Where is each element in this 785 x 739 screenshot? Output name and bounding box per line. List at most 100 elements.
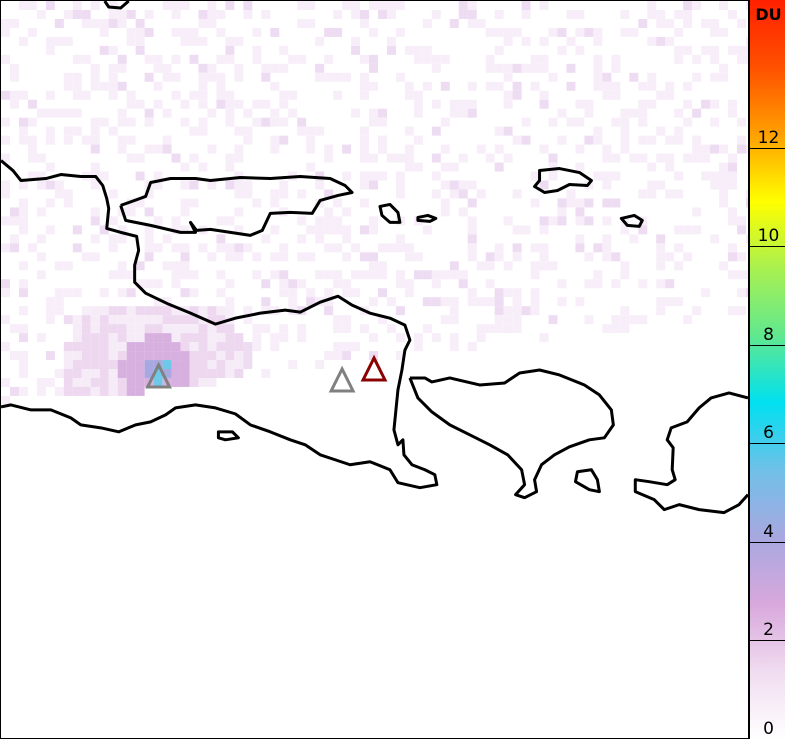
so2-pixel <box>117 377 127 387</box>
so2-pixel <box>306 18 316 28</box>
so2-pixel <box>225 99 235 109</box>
so2-pixel <box>324 216 334 226</box>
so2-pixel <box>377 270 387 280</box>
so2-pixel <box>674 225 684 235</box>
so2-pixel <box>656 9 666 19</box>
so2-pixel <box>126 351 136 361</box>
so2-pixel <box>261 63 271 73</box>
so2-pixel <box>207 1 217 10</box>
so2-pixel <box>665 18 675 28</box>
so2-pixel <box>324 306 334 316</box>
so2-pixel <box>431 333 441 343</box>
so2-pixel <box>306 288 316 298</box>
so2-pixel <box>656 234 666 244</box>
coastline-islet-1 <box>216 430 240 442</box>
so2-pixel <box>728 45 738 55</box>
so2-pixel <box>458 9 468 19</box>
so2-pixel <box>683 315 693 325</box>
so2-pixel <box>351 288 361 298</box>
so2-pixel <box>189 126 199 136</box>
so2-pixel <box>18 117 28 127</box>
so2-pixel <box>494 45 504 55</box>
so2-pixel <box>117 117 127 127</box>
so2-pixel <box>297 117 307 127</box>
so2-pixel <box>45 108 55 118</box>
so2-pixel <box>333 270 343 280</box>
so2-pixel <box>674 45 684 55</box>
so2-pixel <box>539 144 549 154</box>
so2-pixel <box>458 1 468 10</box>
so2-pixel <box>683 45 693 55</box>
so2-pixel <box>153 81 163 91</box>
so2-pixel <box>135 333 145 343</box>
so2-pixel <box>620 315 630 325</box>
so2-pixel <box>413 252 423 262</box>
so2-pixel <box>270 270 280 280</box>
so2-pixel <box>36 9 46 19</box>
so2-pixel <box>575 99 585 109</box>
so2-pixel <box>692 144 702 154</box>
so2-pixel <box>503 36 513 46</box>
so2-pixel <box>683 225 693 235</box>
so2-pixel <box>593 135 603 145</box>
so2-pixel <box>189 360 199 370</box>
so2-pixel <box>386 1 396 10</box>
so2-pixel <box>584 135 594 145</box>
so2-pixel <box>27 99 37 109</box>
so2-pixel <box>719 27 729 37</box>
so2-pixel <box>180 117 190 127</box>
so2-pixel <box>216 369 226 378</box>
so2-pixel <box>638 117 648 127</box>
so2-pixel <box>189 306 199 316</box>
so2-pixel <box>108 63 118 73</box>
so2-pixel <box>315 234 325 244</box>
so2-pixel <box>171 27 181 37</box>
so2-pixel <box>728 243 738 253</box>
so2-pixel <box>306 126 316 136</box>
so2-pixel <box>54 306 64 316</box>
so2-pixel <box>270 189 280 199</box>
so2-pixel <box>72 333 82 343</box>
so2-pixel <box>485 324 495 334</box>
so2-pixel <box>63 198 73 208</box>
so2-pixel <box>710 54 720 64</box>
so2-pixel <box>216 81 226 91</box>
so2-pixel <box>611 90 621 100</box>
so2-pixel <box>171 324 181 334</box>
so2-pixel <box>225 252 235 262</box>
so2-pixel <box>710 144 720 154</box>
so2-pixel <box>90 207 100 217</box>
so2-pixel <box>575 234 585 244</box>
so2-pixel <box>467 225 477 235</box>
so2-pixel <box>710 117 720 127</box>
so2-pixel <box>494 144 504 154</box>
so2-pixel <box>620 27 630 37</box>
so2-pixel <box>261 72 271 82</box>
so2-pixel <box>18 180 28 190</box>
so2-pixel <box>476 18 486 28</box>
so2-pixel <box>692 108 702 118</box>
so2-pixel <box>261 297 271 307</box>
so2-pixel <box>485 279 495 289</box>
so2-pixel <box>297 234 307 244</box>
so2-pixel <box>72 81 82 91</box>
so2-pixel <box>225 162 235 172</box>
so2-pixel <box>36 180 46 190</box>
so2-pixel <box>719 261 729 271</box>
so2-pixel <box>422 45 432 55</box>
so2-pixel <box>108 386 118 396</box>
so2-pixel <box>728 9 738 19</box>
so2-pixel <box>54 261 64 271</box>
so2-pixel <box>81 369 91 378</box>
so2-pixel <box>476 261 486 271</box>
so2-pixel <box>243 9 253 19</box>
so2-pixel <box>557 108 567 118</box>
so2-pixel <box>243 1 253 10</box>
so2-pixel <box>279 99 289 109</box>
so2-pixel <box>315 225 325 235</box>
so2-pixel <box>629 108 639 118</box>
so2-pixel <box>467 1 477 10</box>
so2-pixel <box>171 306 181 316</box>
so2-pixel <box>108 1 118 10</box>
so2-pixel <box>72 72 82 82</box>
